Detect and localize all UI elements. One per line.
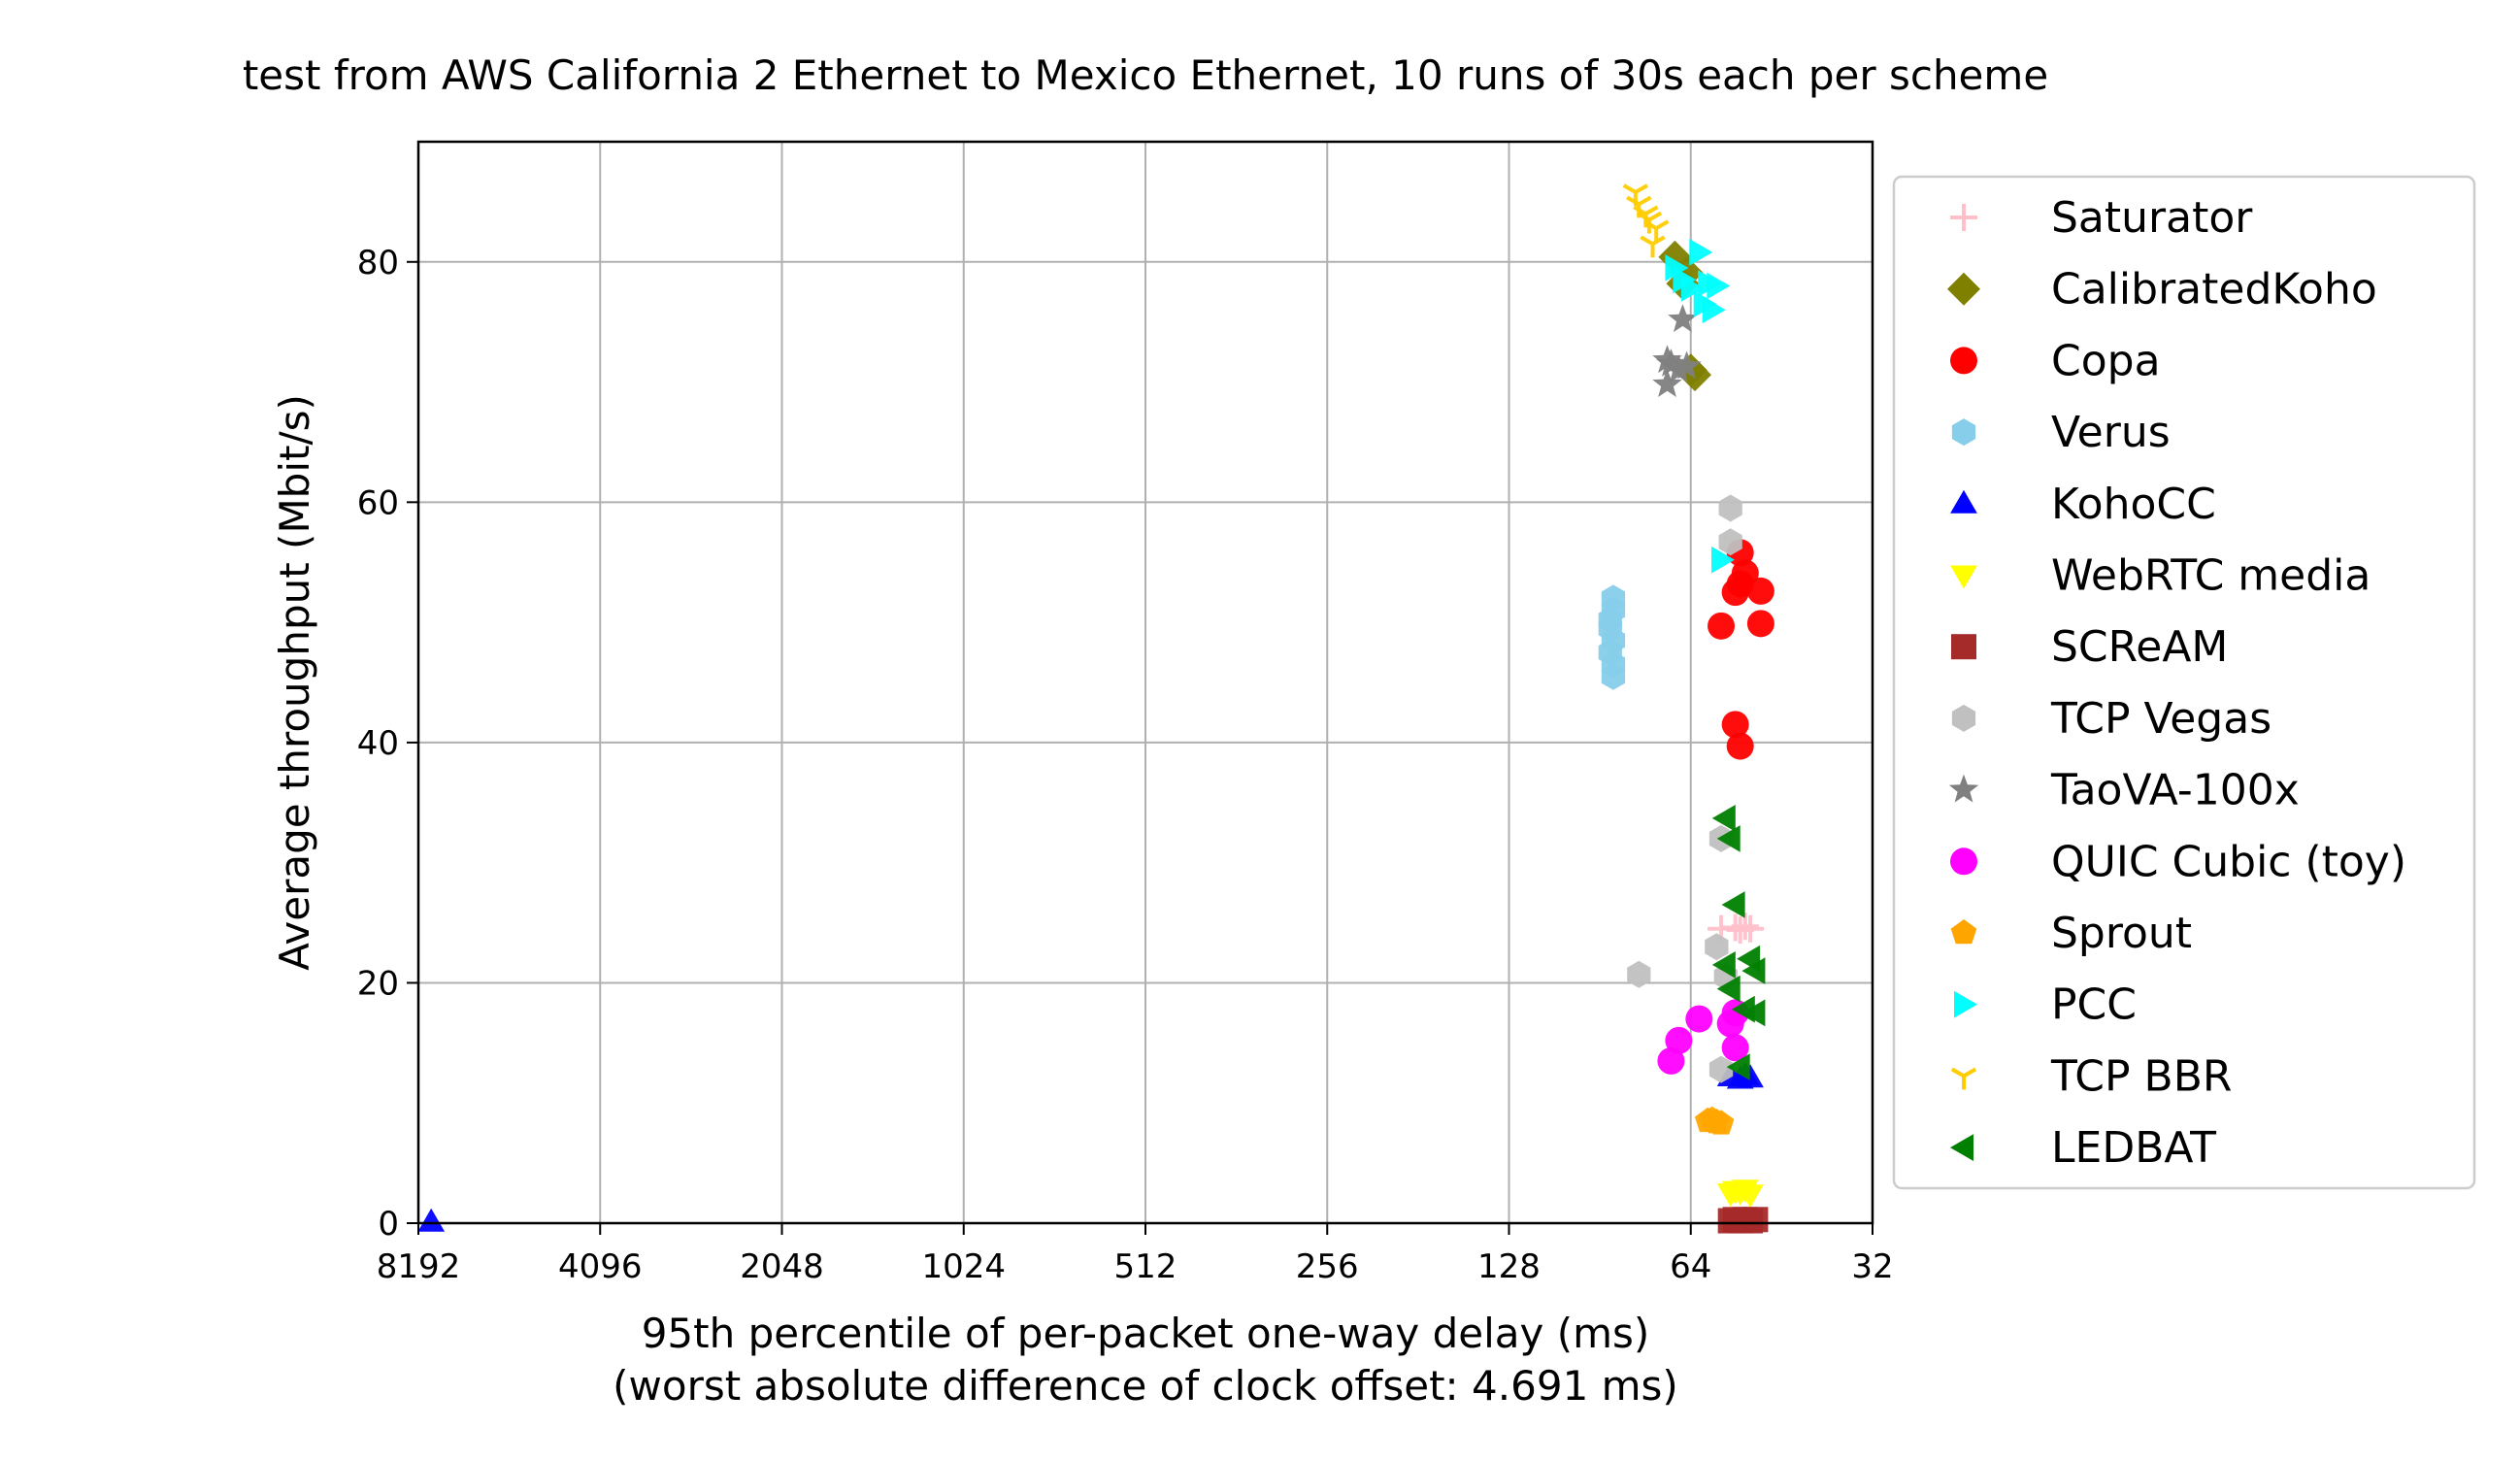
data-point-ledbat — [1721, 891, 1745, 918]
data-point-ledbat — [1716, 825, 1741, 852]
x-axis-label: 95th percentile of per-packet one-way de… — [642, 1310, 1650, 1357]
data-point-quic-cubic-toy — [1721, 1034, 1749, 1062]
y-tick-label: 40 — [357, 724, 399, 763]
x-tick-label: 128 — [1477, 1247, 1541, 1286]
data-point-pcc — [1707, 272, 1731, 300]
legend-marker-tcp-bbr — [1950, 1067, 1977, 1090]
data-point-quic-cubic-toy — [1716, 1010, 1744, 1038]
legend-label-sprout: Sprout — [2051, 909, 2192, 958]
data-point-taova-100x — [1668, 304, 1698, 333]
data-point-copa — [1746, 577, 1774, 605]
data-point-pcc — [1665, 254, 1689, 282]
x-tick-label: 1024 — [921, 1247, 1006, 1286]
data-point-ledbat — [1741, 999, 1766, 1027]
y-tick-label: 80 — [357, 244, 399, 282]
legend-marker-pcc — [1954, 990, 1977, 1018]
legend-marker-taova-100x — [1948, 774, 1979, 803]
data-point-verus — [1598, 606, 1622, 634]
legend-marker-scream — [1951, 634, 1976, 660]
data-point-kohocc — [1737, 1064, 1764, 1088]
data-point-kohocc — [417, 1208, 446, 1232]
y-tick-label: 20 — [357, 964, 399, 1003]
data-point-tcp-vegas — [1705, 933, 1729, 961]
data-points — [417, 183, 1774, 1234]
x-tick-label: 4096 — [558, 1247, 643, 1286]
grid — [417, 142, 1873, 1224]
data-point-tcp-bbr — [1640, 235, 1666, 258]
x-axis-ticks: 8192 4096 2048 1024 512 256 128 64 32 — [377, 1223, 1894, 1286]
legend-marker-verus — [1951, 418, 1976, 447]
data-point-copa — [1708, 612, 1736, 640]
data-point-ledbat — [1726, 1053, 1750, 1080]
data-point-copa — [1746, 610, 1774, 638]
legend-marker-ledbat — [1950, 1134, 1973, 1161]
data-point-saturator — [1731, 913, 1759, 941]
data-point-tcp-vegas — [1627, 960, 1651, 988]
data-point-copa — [1726, 732, 1754, 760]
data-point-copa — [1721, 579, 1749, 607]
x-tick-label: 256 — [1296, 1247, 1359, 1286]
data-point-scream — [1742, 1207, 1769, 1233]
x-tick-label: 32 — [1851, 1247, 1893, 1286]
legend-marker-saturator — [1950, 204, 1977, 231]
legend-box — [1892, 175, 2476, 1190]
data-point-taova-100x — [1652, 369, 1682, 397]
legend-label-webrtc-media: WebRTC media — [2051, 551, 2371, 601]
legend-label-ledbat: LEDBAT — [2051, 1123, 2216, 1173]
legend-label-tcp-vegas: TCP Vegas — [2050, 694, 2271, 744]
data-point-quic-cubic-toy — [1657, 1046, 1685, 1075]
legend-label-calibratedkoho: CalibratedKoho — [2051, 265, 2377, 315]
legend-label-tcp-bbr: TCP BBR — [2050, 1051, 2232, 1101]
data-point-taova-100x — [1656, 349, 1686, 377]
data-point-webrtc-media — [1737, 1184, 1764, 1209]
x-tick-label: 8192 — [377, 1247, 461, 1286]
legend-label-saturator: Saturator — [2051, 193, 2253, 243]
legend-marker-sprout — [1950, 919, 1977, 945]
data-point-ledbat — [1711, 951, 1736, 979]
legend-marker-webrtc-media — [1950, 565, 1977, 589]
legend-marker-quic-cubic-toy — [1950, 847, 1977, 876]
data-point-pcc — [1680, 275, 1705, 302]
legend-label-copa: Copa — [2051, 336, 2161, 385]
legend-label-pcc: PCC — [2051, 980, 2137, 1030]
x-tick-label: 2048 — [740, 1247, 824, 1286]
data-point-ledbat — [1711, 805, 1736, 832]
x-tick-label: 64 — [1670, 1247, 1711, 1286]
y-tick-label: 0 — [378, 1205, 399, 1244]
data-point-tcp-vegas — [1718, 494, 1742, 522]
legend-label-verus: Verus — [2051, 408, 2171, 457]
y-tick-label: 60 — [357, 483, 399, 522]
y-axis-ticks: 0 20 40 60 80 — [357, 244, 418, 1244]
legend-marker-kohocc — [1950, 489, 1977, 514]
data-point-tcp-vegas — [1718, 528, 1742, 556]
data-point-taova-100x — [1672, 350, 1702, 380]
legend-label-quic-cubic-toy: QUIC Cubic (toy) — [2051, 837, 2406, 886]
chart-title: test from AWS California 2 Ethernet to M… — [243, 51, 2048, 99]
legend-label-scream: SCReAM — [2051, 622, 2228, 672]
y-axis-label: Average throughput (Mbit/s) — [271, 394, 318, 971]
legend-label-taova-100x: TaoVA-100x — [2050, 766, 2300, 815]
data-point-sprout — [1708, 1110, 1735, 1135]
data-point-tcp-vegas — [1708, 1055, 1734, 1083]
data-point-taova-100x — [1664, 354, 1694, 383]
data-point-pcc — [1689, 239, 1713, 266]
x-axis-label-secondary: (worst absolute difference of clock offs… — [613, 1362, 1678, 1410]
legend-label-kohocc: KohoCC — [2051, 480, 2216, 529]
legend-marker-tcp-vegas — [1951, 704, 1976, 732]
data-point-quic-cubic-toy — [1685, 1005, 1713, 1033]
data-point-verus — [1601, 662, 1626, 690]
data-point-saturator — [1737, 914, 1765, 943]
x-tick-label: 512 — [1114, 1247, 1177, 1286]
data-point-tcp-bbr — [1643, 219, 1670, 243]
legend-marker-copa — [1950, 347, 1977, 375]
data-point-copa — [1721, 711, 1749, 739]
data-point-quic-cubic-toy — [1665, 1026, 1693, 1054]
legend: Saturator CalibratedKoho Copa Verus KohoCC We… — [1892, 175, 2476, 1190]
legend-marker-calibratedkoho — [1947, 272, 1980, 306]
data-point-pcc — [1711, 546, 1735, 574]
data-point-pcc — [1702, 296, 1726, 324]
data-point-ledbat — [1716, 975, 1741, 1003]
data-point-ledbat — [1741, 957, 1766, 984]
